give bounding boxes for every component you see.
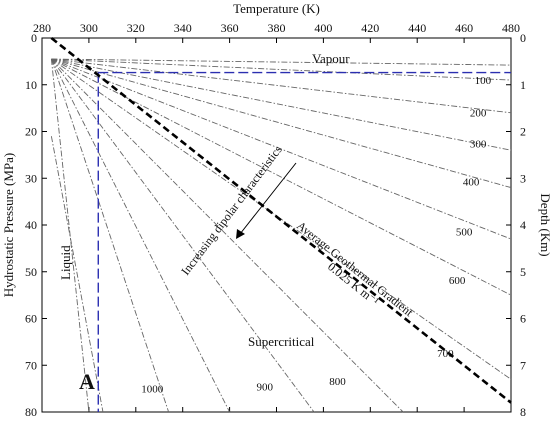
contour-line	[51, 58, 512, 296]
y-left-tick-label: 40	[25, 218, 37, 232]
y-left-tick-label: 50	[25, 265, 37, 279]
contour-line	[51, 58, 512, 66]
contour-label: 600	[449, 275, 466, 287]
contour-line	[51, 58, 512, 240]
contour-line	[50, 136, 104, 413]
y-right-tick-label: 7	[520, 358, 526, 372]
x-tick-label: 440	[408, 21, 426, 35]
contour-line	[51, 58, 512, 114]
contour-line	[51, 58, 512, 151]
x-tick-label: 320	[127, 21, 145, 35]
dipolar-arrow	[239, 162, 297, 235]
contour-label: 100	[475, 75, 492, 87]
contour-label: 900	[257, 381, 274, 393]
supercritical-region-label: Supercritical	[248, 334, 315, 349]
contour-line	[51, 58, 315, 413]
contour-line	[51, 58, 512, 81]
point-a-label: A	[79, 369, 95, 394]
x-tick-label: 400	[314, 21, 332, 35]
vapour-region-label: Vapour	[312, 51, 350, 66]
contour-label: 300	[470, 138, 487, 150]
y-right-tick-label: 3	[520, 171, 526, 185]
gradient-label: Average Geothermal Gradient	[294, 218, 416, 319]
y-right-tick-label: 8	[520, 405, 526, 419]
y-right-tick-label: 4	[520, 218, 526, 232]
contour-line	[51, 58, 404, 413]
x-tick-label: 420	[361, 21, 379, 35]
contour-labels: 100 200 300 400 500 600 700 800 900 1000	[141, 75, 491, 396]
y-left-tick-label: 10	[25, 78, 37, 92]
contour-label: 700	[437, 348, 454, 360]
contour-line	[51, 58, 512, 189]
contour-line	[50, 58, 231, 413]
x-tick-label: 460	[455, 21, 473, 35]
geothermal-gradient	[50, 36, 512, 404]
y-right-tick-label: 1	[520, 78, 526, 92]
x-tick-label: 340	[174, 21, 192, 35]
y-right-tick-label: 6	[520, 312, 526, 326]
tick-layer: 280 300 320 340 360 380 400 420 440 460 4800102030…	[25, 21, 526, 419]
x-tick-label: 360	[221, 21, 239, 35]
x-tick-label: 280	[33, 21, 51, 35]
y-right-tick-label: 5	[520, 265, 526, 279]
y-left-tick-label: 0	[31, 31, 37, 45]
y-left-tick-label: 20	[25, 125, 37, 139]
liquid-region-label: Liquid	[58, 245, 73, 280]
critical-point-lines	[97, 71, 511, 412]
contour-label: 800	[329, 376, 346, 388]
y-left-tick-label: 60	[25, 312, 37, 326]
contour-line	[50, 58, 170, 413]
y-left-tick-label: 80	[25, 405, 37, 419]
contour-label: 400	[463, 177, 480, 189]
y-axis-left-title: Hydrostatic Pressure (MPa)	[1, 153, 16, 297]
geothermal-gradient-line	[50, 36, 512, 404]
y-right-tick-label: 2	[520, 125, 526, 139]
y-left-tick-label: 30	[25, 171, 37, 185]
x-tick-label: 300	[80, 21, 98, 35]
x-axis-title: Temperature (K)	[233, 1, 320, 16]
x-tick-label: 480	[502, 21, 520, 35]
dipolar-arrowhead	[236, 229, 245, 239]
y-right-tick-label: 0	[520, 31, 526, 45]
contour-label: 1000	[141, 383, 164, 395]
x-tick-label: 380	[268, 21, 286, 35]
contour-label: 500	[456, 226, 473, 238]
contour-label: 200	[470, 108, 487, 120]
y-axis-right-title: Depth (Km)	[538, 193, 550, 256]
y-left-tick-label: 70	[25, 358, 37, 372]
